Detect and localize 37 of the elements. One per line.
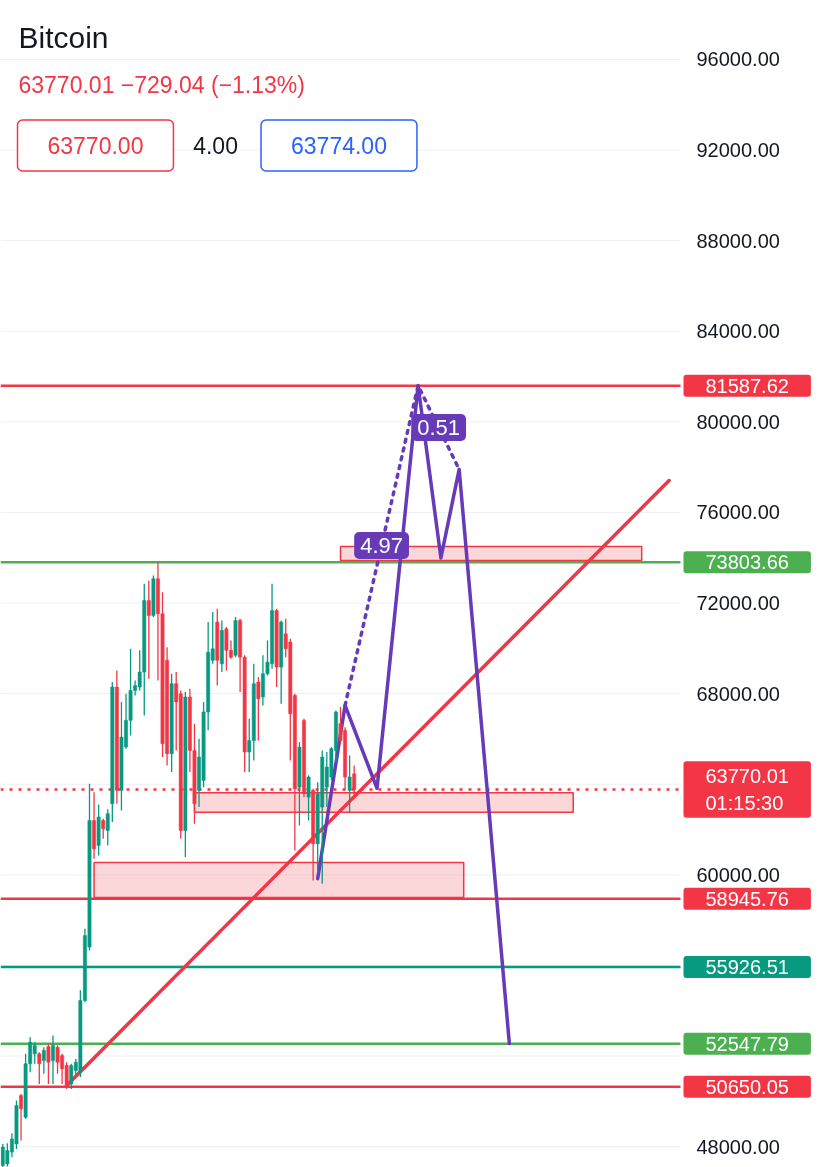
candlestick <box>19 1093 23 1142</box>
y-tick-label: 60000.00 <box>696 863 780 886</box>
candlestick <box>306 774 311 822</box>
ref-line-label: 58945.76 <box>705 887 789 910</box>
text: Bitcoin <box>18 21 109 54</box>
annotation: 0.51 <box>417 414 461 440</box>
y-tick-label: 68000.00 <box>696 682 780 705</box>
ref-line-label: 52547.79 <box>705 1032 789 1055</box>
candlestick <box>41 1046 46 1075</box>
y-tick-label: 80000.00 <box>696 410 780 433</box>
y-tick-label: 96000.00 <box>696 48 780 71</box>
candlestick <box>101 818 106 840</box>
candlestick <box>146 579 151 680</box>
ref-line-label: 55926.51 <box>705 956 789 979</box>
y-tick-label: 88000.00 <box>696 229 780 252</box>
ref-line-label: 81587.62 <box>705 374 789 397</box>
ref-line-label: 73803.66 <box>705 551 789 574</box>
y-tick-label: 76000.00 <box>696 501 780 524</box>
candlestick <box>32 1041 37 1065</box>
y-tick-label: 48000.00 <box>696 1135 780 1158</box>
line-series <box>315 383 512 1046</box>
annotation: 63774.00 <box>291 133 387 159</box>
ref-line-label: 50650.05 <box>705 1075 789 1098</box>
candlestick <box>69 1063 74 1090</box>
annotation: 63770.00 <box>47 133 144 159</box>
candlestick <box>347 754 352 813</box>
annotation: 4.00 <box>193 133 238 159</box>
candlestick <box>256 676 261 742</box>
y-tick-label: 92000.00 <box>696 139 780 161</box>
candlestick <box>51 1034 55 1085</box>
annotation: 4.97 <box>360 532 403 558</box>
text: 63770.01 −729.04 (−1.13%) <box>18 71 305 98</box>
candlestick <box>224 626 229 672</box>
y-tick-label: 84000.00 <box>696 320 780 343</box>
y-tick-label: 72000.00 <box>696 592 780 615</box>
ref-line-label: 63770.01 01:15:30 <box>705 765 789 814</box>
candlestick <box>105 808 110 847</box>
